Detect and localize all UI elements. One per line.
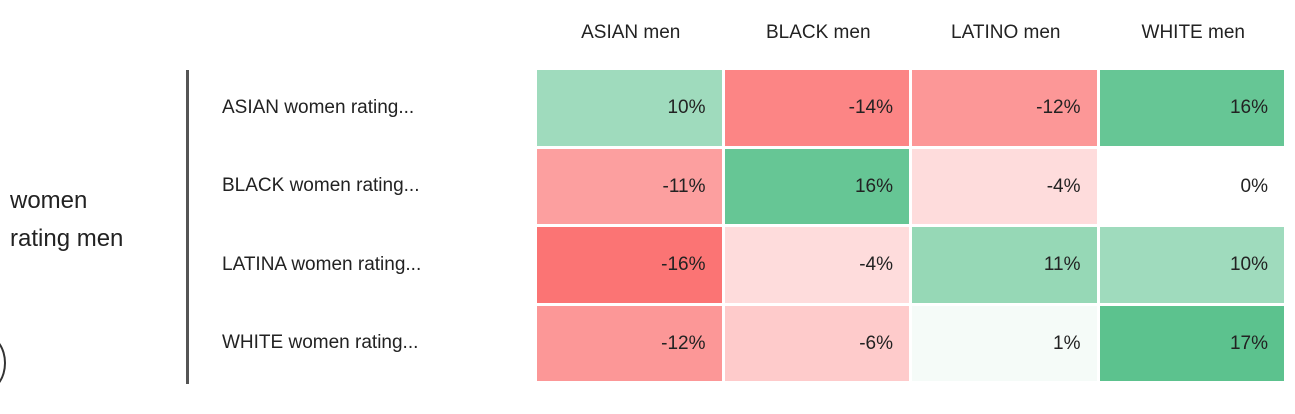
heatmap-cell: -6% <box>724 305 909 381</box>
heatmap-cell: 11% <box>912 227 1097 303</box>
heatmap-cell: -4% <box>912 148 1097 224</box>
heatmap-cell: 17% <box>1099 305 1284 381</box>
group-divider-line <box>186 70 189 384</box>
heatmap-cell: -16% <box>537 227 722 303</box>
heatmap-cell: -12% <box>912 70 1097 146</box>
column-header: LATINO men <box>951 22 1061 43</box>
column-header: ASIAN men <box>581 22 681 43</box>
column-header: BLACK men <box>765 22 871 43</box>
row-header: ASIAN women rating... <box>222 96 415 118</box>
row-header: LATINA women rating... <box>222 253 422 275</box>
heatmap-cell: -14% <box>724 70 909 146</box>
heatmap-cell: 16% <box>724 148 909 224</box>
heatmap-cell: 16% <box>1099 70 1284 146</box>
row-group-label-line-2: rating men <box>10 225 124 252</box>
heatmap-cell: -11% <box>537 148 722 224</box>
heatmap-cell: -4% <box>724 227 909 303</box>
heatmap-cell: 1% <box>912 305 1097 381</box>
row-header: BLACK women rating... <box>222 175 420 197</box>
row-header: WHITE women rating... <box>222 332 419 354</box>
heatmap-cell: -12% <box>537 305 722 381</box>
heatmap-cell: 0% <box>1099 148 1284 224</box>
row-group-label-line-1: women <box>10 187 88 214</box>
heatmap-cell: 10% <box>537 70 722 146</box>
row-group-label: women rating men <box>10 182 123 258</box>
column-header: WHITE men <box>1141 22 1245 43</box>
edge-circle-mark <box>0 335 6 391</box>
heatmap-cell: 10% <box>1099 227 1284 303</box>
